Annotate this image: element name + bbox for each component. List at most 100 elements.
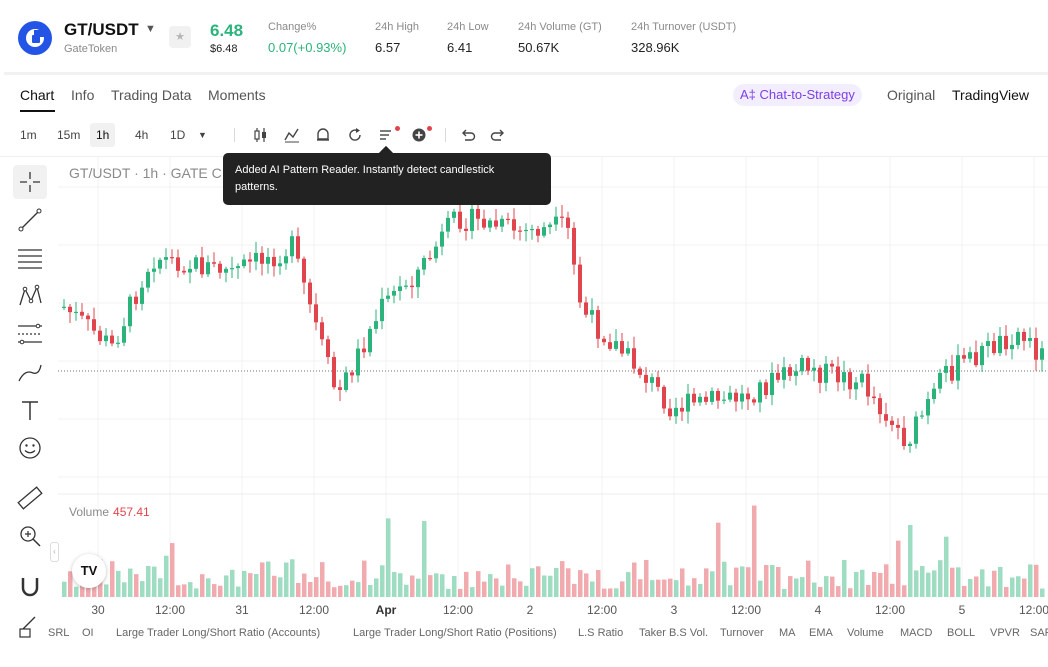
volume-bar	[170, 543, 175, 597]
volume-bar	[290, 559, 295, 597]
candle-body	[1028, 338, 1032, 341]
candle-body	[290, 236, 294, 257]
timeframe-1h[interactable]: 1h	[90, 123, 116, 147]
candle-body	[968, 352, 972, 359]
zoom-icon[interactable]	[13, 519, 47, 553]
volume-bar	[470, 587, 475, 597]
candle-body	[560, 216, 564, 218]
timeframe-more-chevron-down-icon[interactable]: ▼	[198, 130, 207, 140]
candle-body	[272, 256, 276, 267]
collapse-toolbar-chevron-icon[interactable]: ‹	[50, 542, 59, 562]
chat-to-strategy-button[interactable]: A‡ Chat-to-Strategy	[733, 84, 862, 106]
candle-body	[254, 252, 258, 262]
timeframe-4h[interactable]: 4h	[135, 128, 149, 142]
indicator-srl[interactable]: SRL	[48, 627, 70, 639]
volume-bar	[350, 580, 355, 597]
volume-bar	[476, 571, 481, 597]
ai-pattern-reader-icon[interactable]	[377, 125, 397, 145]
candle-type-icon[interactable]	[251, 125, 271, 145]
replay-icon[interactable]	[345, 125, 365, 145]
volume-bar	[440, 574, 445, 597]
candle-body	[212, 262, 216, 264]
volume-bar	[710, 571, 715, 597]
trend-line-icon[interactable]	[13, 203, 47, 237]
indicator-turnover[interactable]: Turnover	[720, 627, 764, 639]
indicator-ls-ratio[interactable]: L.S Ratio	[578, 627, 624, 639]
candle-body	[182, 270, 186, 273]
timeframe-1m[interactable]: 1m	[20, 128, 37, 142]
indicator-taker-vol[interactable]: Taker B.S Vol.	[639, 627, 709, 639]
pencil-lock-icon[interactable]	[13, 607, 47, 641]
volume-bar	[800, 577, 805, 597]
time-tick-label: 5	[959, 603, 966, 617]
indicator-oi[interactable]: OI	[82, 627, 94, 639]
view-original-tab[interactable]: Original	[887, 87, 936, 103]
crosshair-icon[interactable]	[13, 165, 47, 199]
candle-body	[536, 228, 540, 236]
volume-bar	[278, 577, 283, 597]
brush-icon[interactable]	[13, 355, 47, 389]
pair-name: GateToken	[64, 43, 118, 55]
timeframe-1d[interactable]: 1D	[170, 128, 186, 142]
favorite-star-icon[interactable]: ★	[169, 26, 191, 48]
candle-body	[986, 341, 990, 346]
indicators-icon[interactable]	[282, 125, 302, 145]
tradingview-logo-icon[interactable]: TV	[72, 554, 106, 588]
indicator-vpvr[interactable]: VPVR	[990, 627, 1020, 639]
price-chart[interactable]: 30 12:00 31 12:00 Apr 12:00 2 12:00 3 12:00 4 12:00…	[0, 157, 1048, 624]
text-icon[interactable]	[13, 393, 47, 427]
volume-bar	[146, 566, 151, 597]
tab-chart[interactable]: Chart	[20, 87, 55, 103]
undo-icon[interactable]	[457, 125, 477, 145]
redo-icon[interactable]	[489, 125, 509, 145]
chevron-down-icon[interactable]: ▼	[145, 23, 156, 35]
candle-body	[140, 287, 144, 304]
view-tradingview-tab[interactable]: TradingView	[952, 87, 1030, 103]
candle-body	[590, 310, 594, 315]
candle-body	[176, 257, 180, 271]
volume-bar	[848, 588, 853, 597]
tab-moments[interactable]: Moments	[208, 87, 266, 103]
indicator-sar[interactable]: SAR	[1030, 627, 1048, 639]
indicator-volume[interactable]: Volume	[847, 627, 884, 639]
candle-body	[248, 259, 252, 262]
indicator-ls-positions[interactable]: Large Trader Long/Short Ratio (Positions…	[353, 627, 557, 639]
candle-body	[458, 211, 462, 229]
volume-bar	[1004, 586, 1009, 597]
volume-bar	[590, 581, 595, 597]
indicator-ema[interactable]: EMA	[809, 627, 833, 639]
candle-body	[416, 269, 420, 288]
volume-bar	[890, 583, 895, 597]
volume-bar	[266, 561, 271, 597]
fib-icon[interactable]	[13, 317, 47, 351]
pair-selector[interactable]: GT/USDT	[64, 20, 139, 39]
candle-body	[956, 355, 960, 381]
tab-info[interactable]: Info	[71, 87, 95, 103]
emoji-icon[interactable]	[13, 431, 47, 465]
stat-high-value: 6.57	[375, 40, 401, 55]
indicator-macd[interactable]: MACD	[900, 627, 933, 639]
candle-body	[350, 372, 354, 376]
candle-body	[722, 399, 726, 401]
candle-body	[530, 228, 534, 231]
alert-icon[interactable]	[313, 125, 333, 145]
magnet-icon[interactable]	[13, 569, 47, 603]
volume-bar	[254, 574, 259, 597]
candle-body	[134, 296, 138, 304]
volume-bar	[212, 584, 217, 597]
add-icon[interactable]	[409, 125, 429, 145]
tab-trading-data[interactable]: Trading Data	[111, 87, 192, 103]
timeframe-15m[interactable]: 15m	[57, 128, 81, 142]
indicator-ls-accounts[interactable]: Large Trader Long/Short Ratio (Accounts)	[116, 627, 321, 639]
candle-body	[824, 363, 828, 383]
volume-bar	[392, 571, 397, 597]
indicator-ma[interactable]: MA	[779, 627, 796, 639]
candle-body	[314, 304, 318, 323]
volume-bar	[464, 571, 469, 597]
horizontal-lines-icon[interactable]	[13, 241, 47, 275]
indicator-boll[interactable]: BOLL	[947, 627, 976, 639]
ruler-icon[interactable]	[13, 481, 47, 515]
volume-bar	[596, 569, 601, 597]
candle-body	[128, 296, 132, 327]
pattern-icon[interactable]	[13, 279, 47, 313]
